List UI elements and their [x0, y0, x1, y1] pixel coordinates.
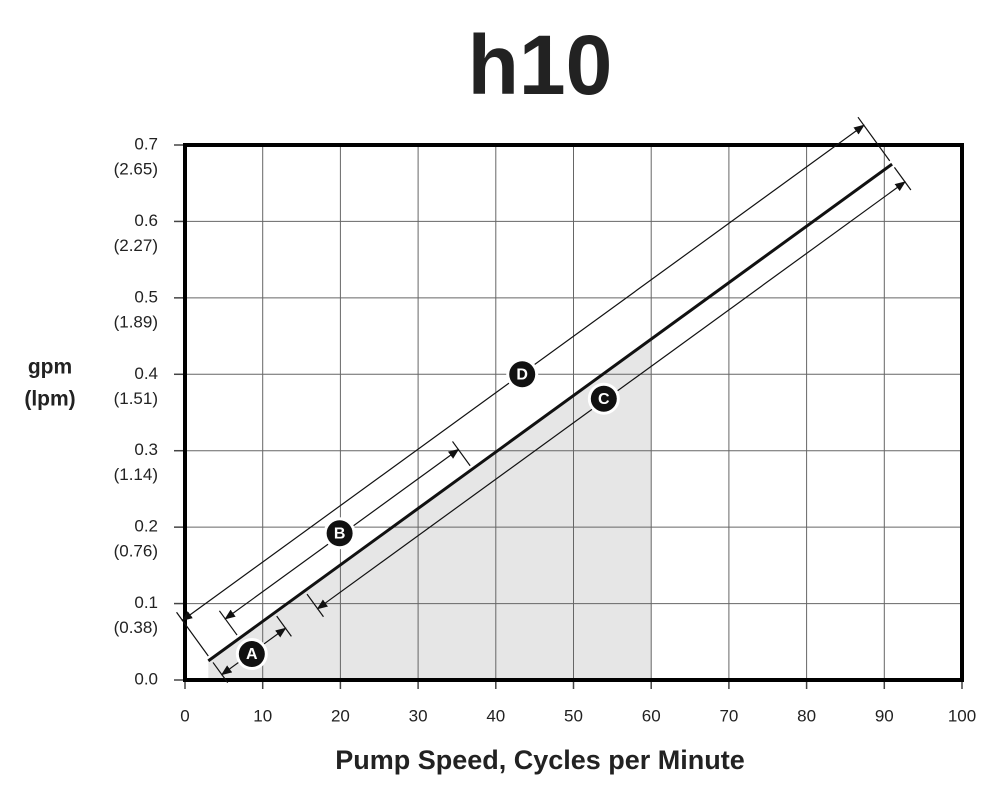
annotation-label: C — [598, 391, 610, 408]
x-tick-label: 50 — [564, 706, 583, 725]
x-tick-label: 80 — [797, 706, 816, 725]
y-tick-label: 0.3 — [134, 440, 158, 459]
extension-line — [218, 610, 238, 636]
y-axis-label: gpm — [28, 356, 72, 379]
y-tick-label: 0.7 — [134, 134, 158, 153]
x-tick-label: 70 — [719, 706, 738, 725]
extension-line — [212, 662, 229, 684]
extension-line — [452, 441, 471, 467]
x-axis-label: Pump Speed, Cycles per Minute — [335, 745, 745, 775]
y-tick-label-secondary: (2.27) — [114, 236, 158, 255]
y-tick-label: 0.2 — [134, 517, 158, 536]
shaded-area — [208, 339, 652, 680]
x-tick-label: 30 — [409, 706, 428, 725]
annotation-label: A — [246, 646, 258, 663]
y-tick-label-secondary: (1.51) — [114, 389, 158, 408]
y-tick-label: 0.5 — [134, 287, 158, 306]
extension-line — [857, 116, 891, 162]
y-tick-label: 0.0 — [134, 669, 158, 688]
x-tick-label: 90 — [875, 706, 894, 725]
chart-title: h10 — [468, 18, 613, 112]
y-tick-label-secondary: (1.14) — [114, 465, 158, 484]
y-tick-label: 0.4 — [134, 364, 158, 383]
annotation-label: D — [516, 367, 528, 384]
y-axis-label-secondary: (lpm) — [24, 388, 75, 411]
y-tick-label-secondary: (1.89) — [114, 312, 158, 331]
y-tick-label-secondary: (2.65) — [114, 159, 158, 178]
y-tick-label-secondary: (0.76) — [114, 542, 158, 561]
annotation-marker-dot — [509, 361, 536, 388]
y-tick-label: 0.1 — [134, 593, 158, 612]
x-tick-label: 60 — [642, 706, 661, 725]
x-tick-label: 0 — [180, 706, 189, 725]
x-tick-label: 40 — [486, 706, 505, 725]
y-tick-label-secondary: (0.38) — [114, 618, 158, 637]
extension-line — [893, 166, 912, 191]
extension-line — [176, 611, 209, 657]
annotation-label: B — [334, 525, 346, 542]
x-tick-label: 10 — [253, 706, 272, 725]
y-tick-label: 0.6 — [134, 211, 158, 230]
x-tick-label: 100 — [948, 706, 976, 725]
annotation-marker-dot — [238, 641, 265, 668]
x-tick-label: 20 — [331, 706, 350, 725]
